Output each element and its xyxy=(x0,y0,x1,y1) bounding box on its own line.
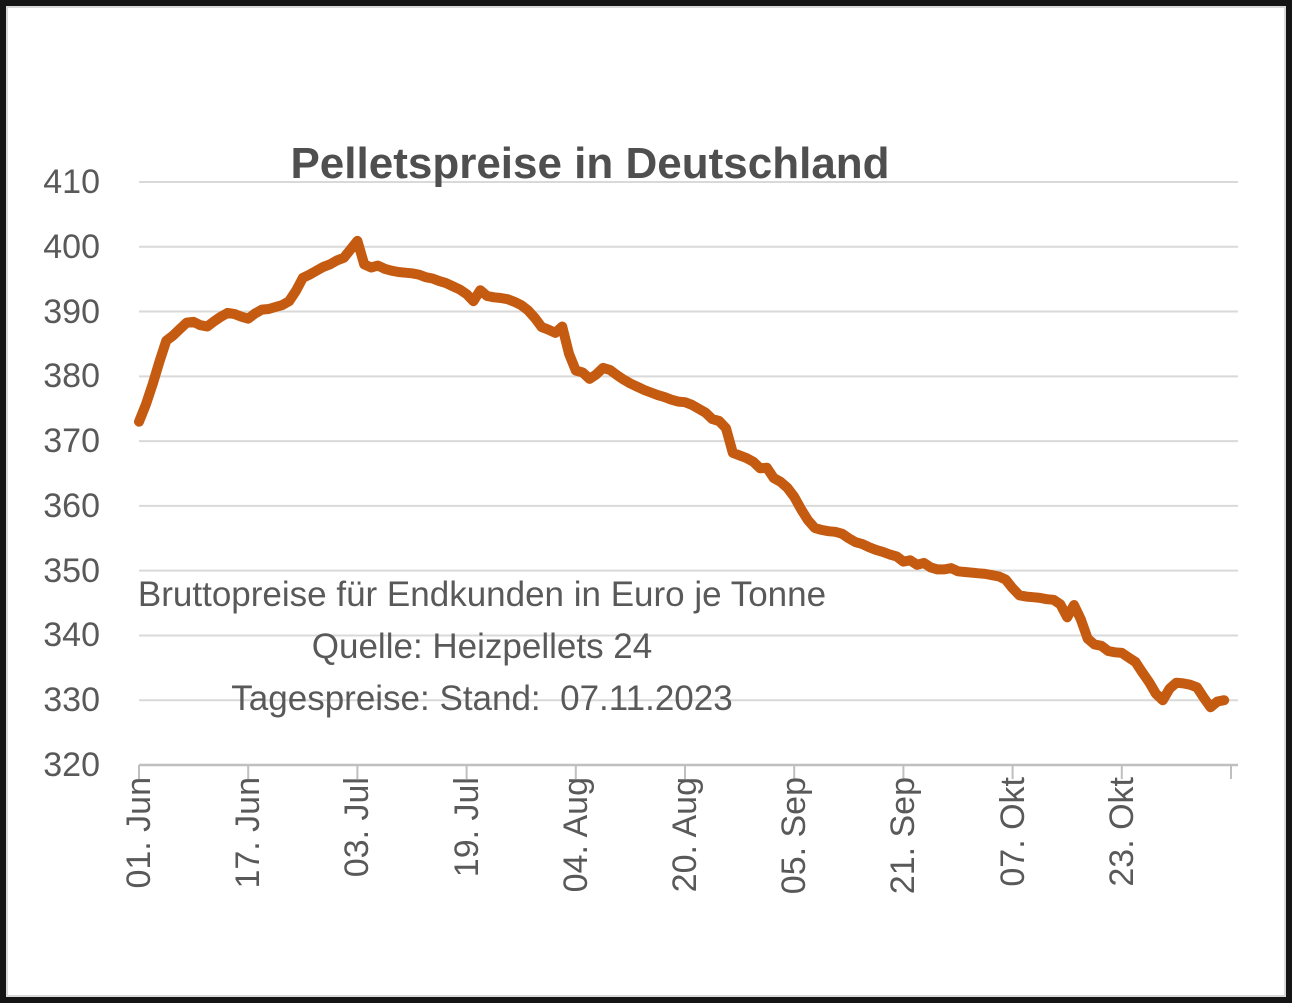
y-axis-label: 370 xyxy=(43,422,100,461)
x-axis-label: 17. Jun xyxy=(229,777,268,889)
y-axis-label: 330 xyxy=(43,681,100,720)
y-axis-label: 360 xyxy=(43,486,100,525)
x-axis-label: 21. Sep xyxy=(884,777,923,895)
chart-annotations: Bruttopreise für Endkunden in Euro je To… xyxy=(103,569,861,725)
x-axis-label: 01. Jun xyxy=(120,777,158,889)
x-axis-label: 05. Sep xyxy=(775,777,814,895)
x-axis-label: 19. Jul xyxy=(447,777,486,878)
annotation-unit-note: Bruttopreise für Endkunden in Euro je To… xyxy=(137,575,827,614)
y-axis-label: 410 xyxy=(43,163,100,201)
y-axis-label: 400 xyxy=(43,227,100,266)
x-axis-label: 03. Jul xyxy=(338,777,377,878)
x-axis-label: 20. Aug xyxy=(666,777,704,893)
y-axis-label: 320 xyxy=(43,746,100,784)
y-axis-label: 350 xyxy=(43,551,100,590)
chart-title: Pelletspreise in Deutschland xyxy=(290,139,890,188)
x-axis-label: 23. Okt xyxy=(1102,777,1141,887)
price-line-series xyxy=(134,235,1230,713)
x-axis-label: 04. Aug xyxy=(556,777,595,893)
annotation-date-note: Tagespreise: Stand: 07.11.2023 xyxy=(231,679,733,718)
y-axis-label: 390 xyxy=(43,292,100,331)
y-axis-label: 340 xyxy=(43,616,100,655)
x-axis-label: 07. Okt xyxy=(993,777,1032,887)
y-axis-label: 380 xyxy=(43,357,100,396)
annotation-source: Quelle: Heizpellets 24 xyxy=(311,627,653,666)
